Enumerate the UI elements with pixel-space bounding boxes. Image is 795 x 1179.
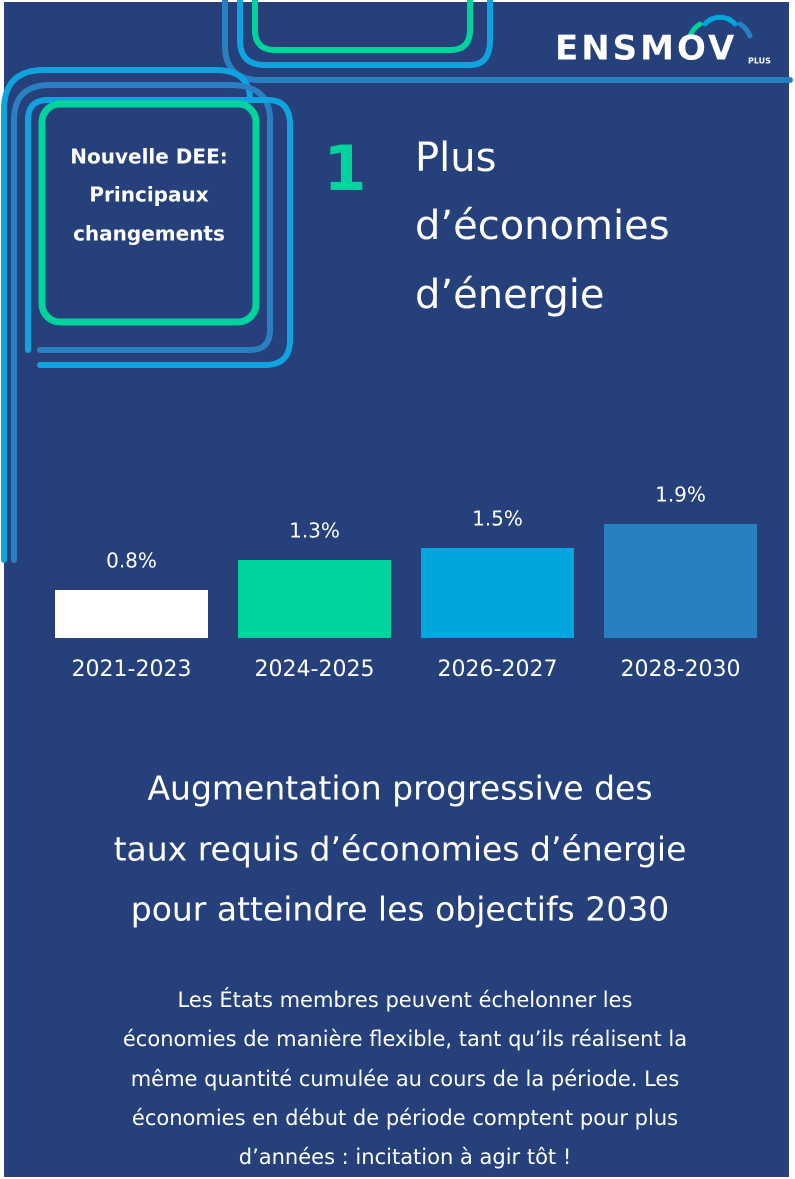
body-line: économies de manière flexible, tant qu’i… (123, 1027, 687, 1051)
body-line: Les États membres peuvent échelonner les (177, 987, 632, 1012)
value-label: 0.8% (106, 549, 157, 573)
value-label: 1.9% (655, 483, 706, 507)
body-line: même quantité cumulée au cours de la pér… (131, 1067, 680, 1091)
badge-box (38, 100, 260, 326)
category-label: 2024-2025 (255, 657, 375, 682)
logo-arc (702, 14, 738, 27)
deco-line (237, 0, 493, 68)
heading-line: d’économies (415, 203, 670, 249)
bar (604, 524, 757, 638)
badge-text: changements (73, 222, 225, 246)
body-line: économies en début de période comptent p… (132, 1106, 678, 1130)
logo-suffix: PLUS (748, 57, 771, 66)
bar (238, 560, 391, 638)
deco-line (25, 97, 293, 368)
decoration (1, 0, 793, 563)
logo-arc (687, 21, 703, 39)
category-label: 2028-2030 (621, 657, 741, 682)
logo-name: ENSMOV (555, 29, 737, 69)
value-label: 1.5% (472, 507, 523, 531)
deco-line (252, 0, 473, 53)
logo-arc (737, 21, 753, 39)
heading-line: d’énergie (415, 272, 605, 318)
deco-line (11, 82, 273, 563)
category-label: 2021-2023 (72, 657, 192, 682)
badge-text: Nouvelle DEE: (70, 145, 227, 169)
subtitle-line: Augmentation progressive des (147, 769, 652, 808)
bar-chart: 0.8% 2021-2023 1.3% 2024-2025 1.5% 2026-2027 1… (55, 483, 757, 682)
subtitle-line: pour atteindre les objectifs 2030 (131, 890, 669, 929)
category-label: 2026-2027 (438, 657, 558, 682)
subtitle-line: taux requis d’économies d’énergie (114, 830, 687, 869)
bar (55, 590, 208, 638)
deco-line (1, 67, 253, 563)
value-label: 1.3% (289, 519, 340, 543)
heading-line: Plus (415, 135, 496, 181)
body-line: d’années : incitation à agir tôt ! (239, 1145, 572, 1169)
badge-text: Principaux (89, 183, 208, 207)
section-number: 1 (323, 132, 366, 205)
bar (421, 548, 574, 638)
